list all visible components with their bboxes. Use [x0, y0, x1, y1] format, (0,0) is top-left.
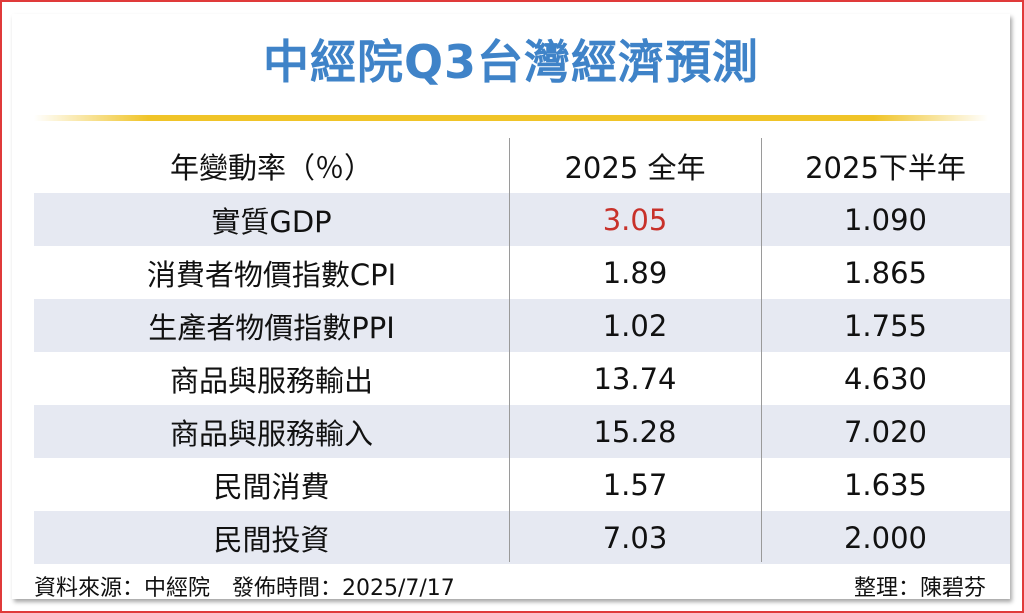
table-row: 實質GDP 3.05 1.090: [34, 193, 1010, 246]
second-half-value: 7.020: [843, 414, 928, 449]
full-year-value: 15.28: [593, 414, 677, 449]
second-half-value: 1.755: [843, 308, 928, 343]
row-label: 民間投資: [213, 522, 330, 557]
forecast-table: 年變動率（％） 2025 全年 2025下半年 實質GDP 3.05 1.090…: [34, 138, 1010, 564]
second-half-value: 4.630: [843, 361, 928, 396]
full-year-value: 1.89: [602, 255, 668, 290]
editor-credit: 整理：陳碧芬: [853, 576, 986, 601]
title-underline: [34, 115, 988, 121]
table-row: 民間投資 7.03 2.000: [34, 511, 1010, 564]
table-row: 生產者物價指數PPI 1.02 1.755: [34, 299, 1010, 352]
full-year-value: 7.03: [602, 520, 668, 555]
full-year-value: 13.74: [593, 361, 677, 396]
table-row: 商品與服務輸出 13.74 4.630: [34, 352, 1010, 405]
second-half-value: 1.865: [843, 255, 928, 290]
column-divider: [509, 138, 510, 562]
row-label: 消費者物價指數CPI: [146, 257, 397, 292]
header-full-year: 2025 全年: [564, 150, 706, 185]
column-divider: [761, 138, 762, 562]
full-year-value: 1.02: [602, 308, 668, 343]
full-year-value: 3.05: [602, 202, 668, 237]
second-half-value: 2.000: [843, 520, 928, 555]
page-title: 中經院Q3台灣經濟預測: [262, 35, 760, 89]
row-label: 商品與服務輸入: [169, 416, 373, 451]
graphic-panel: 中經院Q3台灣經濟預測 年變動率（％） 2025 全年 2025下半年 實質GD…: [12, 14, 1010, 601]
table-row: 民間消費 1.57 1.635: [34, 458, 1010, 511]
row-label: 實質GDP: [211, 204, 332, 239]
row-label: 生產者物價指數PPI: [148, 310, 395, 345]
table-header-row: 年變動率（％） 2025 全年 2025下半年: [34, 138, 1010, 193]
table-row: 商品與服務輸入 15.28 7.020: [34, 405, 1010, 458]
source-note: 資料來源：中經院 發佈時間：2025/7/17: [34, 576, 455, 601]
header-metric: 年變動率（％）: [169, 150, 373, 185]
second-half-value: 1.635: [843, 467, 928, 502]
header-second-half: 2025下半年: [805, 150, 966, 185]
row-label: 商品與服務輸出: [169, 363, 373, 398]
row-label: 民間消費: [213, 469, 330, 504]
second-half-value: 1.090: [843, 202, 928, 237]
table-row: 消費者物價指數CPI 1.89 1.865: [34, 246, 1010, 299]
full-year-value: 1.57: [602, 467, 668, 502]
